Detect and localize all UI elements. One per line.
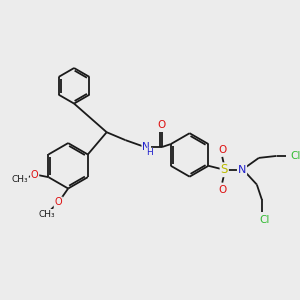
Text: O: O [218, 145, 226, 155]
Text: H: H [146, 148, 152, 158]
Text: O: O [55, 197, 62, 207]
Text: Cl: Cl [260, 215, 270, 225]
Text: O: O [158, 120, 166, 130]
Text: CH₃: CH₃ [38, 210, 55, 219]
Text: O: O [31, 170, 38, 180]
Text: N: N [238, 165, 246, 175]
Text: N: N [142, 142, 150, 152]
Text: S: S [220, 163, 228, 176]
Text: CH₃: CH₃ [11, 175, 28, 184]
Text: O: O [218, 184, 226, 194]
Text: Cl: Cl [290, 151, 300, 161]
